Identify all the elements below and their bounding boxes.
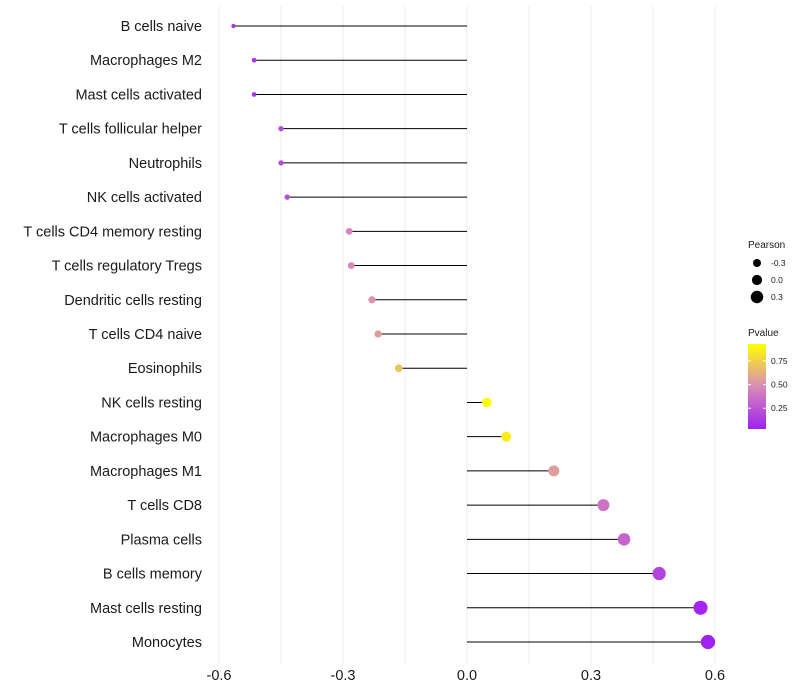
- lollipop-point: [347, 262, 355, 269]
- size-legend-key: [753, 259, 761, 267]
- lollipop-point: [394, 364, 403, 373]
- stem-layer: [233, 25, 708, 643]
- x-axis-ticks: -0.6 -0.3 0.0 0.3 0.6: [207, 668, 726, 684]
- size-legend: Pearson -0.3 0.0 0.3: [748, 240, 786, 304]
- category-label: T cells follicular helper: [59, 122, 202, 138]
- lollipop-point: [700, 634, 716, 650]
- size-legend-label: 0.3: [771, 292, 783, 302]
- category-label: Mast cells resting: [90, 601, 202, 617]
- lollipop-point: [501, 431, 512, 442]
- category-label: T cells CD4 naive: [89, 327, 202, 343]
- category-label: NK cells resting: [101, 395, 202, 411]
- category-labels: B cells naive Macrophages M2 Mast cells ac…: [23, 19, 202, 651]
- category-label: B cells naive: [121, 19, 202, 35]
- category-label: Plasma cells: [121, 532, 202, 548]
- lollipop-point: [278, 160, 284, 166]
- lollipop-point: [251, 92, 257, 97]
- category-label: Monocytes: [132, 635, 202, 651]
- grid-layer: [218, 6, 716, 664]
- lollipop-point: [374, 330, 382, 338]
- lollipop-point: [231, 23, 236, 29]
- x-tick-label: -0.6: [207, 668, 232, 684]
- color-legend-label: 0.75: [771, 356, 788, 366]
- category-label: B cells memory: [103, 567, 203, 583]
- lollipop-point: [251, 57, 257, 63]
- x-tick-label: 0.6: [705, 668, 725, 684]
- category-label: T cells regulatory Tregs: [52, 259, 202, 275]
- category-label: Macrophages M2: [90, 53, 202, 69]
- lollipop-point: [617, 533, 631, 546]
- point-layer: [231, 23, 716, 650]
- category-label: Macrophages M0: [90, 430, 202, 446]
- lollipop-point: [597, 499, 610, 512]
- size-legend-key: [751, 274, 763, 286]
- size-legend-label: 0.0: [771, 275, 783, 285]
- color-legend-label: 0.25: [771, 403, 788, 413]
- size-legend-label: -0.3: [771, 258, 786, 268]
- category-label: Macrophages M1: [90, 464, 202, 480]
- category-label: NK cells activated: [87, 190, 202, 206]
- category-label: Eosinophils: [128, 361, 202, 377]
- x-tick-label: 0.3: [581, 668, 601, 684]
- color-legend-label: 0.50: [771, 380, 788, 390]
- lollipop-point: [652, 566, 666, 581]
- x-tick-label: -0.3: [331, 668, 356, 684]
- lollipop-point: [482, 397, 492, 408]
- size-legend-key: [750, 290, 764, 304]
- lollipop-point: [693, 600, 708, 615]
- category-label: Dendritic cells resting: [64, 293, 202, 309]
- lollipop-point: [278, 126, 284, 132]
- colorbar: [748, 344, 766, 429]
- lollipop-point: [345, 227, 353, 235]
- size-legend-title: Pearson: [748, 240, 785, 251]
- category-label: T cells CD4 memory resting: [23, 224, 202, 240]
- lollipop-point: [548, 465, 560, 477]
- category-label: T cells CD8: [127, 498, 202, 514]
- category-label: Mast cells activated: [75, 87, 202, 103]
- lollipop-point: [284, 194, 290, 200]
- lollipop-point: [368, 296, 376, 304]
- color-legend: Pvalue 0.75 0.50 0.25: [748, 328, 788, 429]
- category-label: Neutrophils: [129, 156, 202, 172]
- x-tick-label: 0.0: [457, 668, 477, 684]
- color-legend-title: Pvalue: [748, 328, 779, 339]
